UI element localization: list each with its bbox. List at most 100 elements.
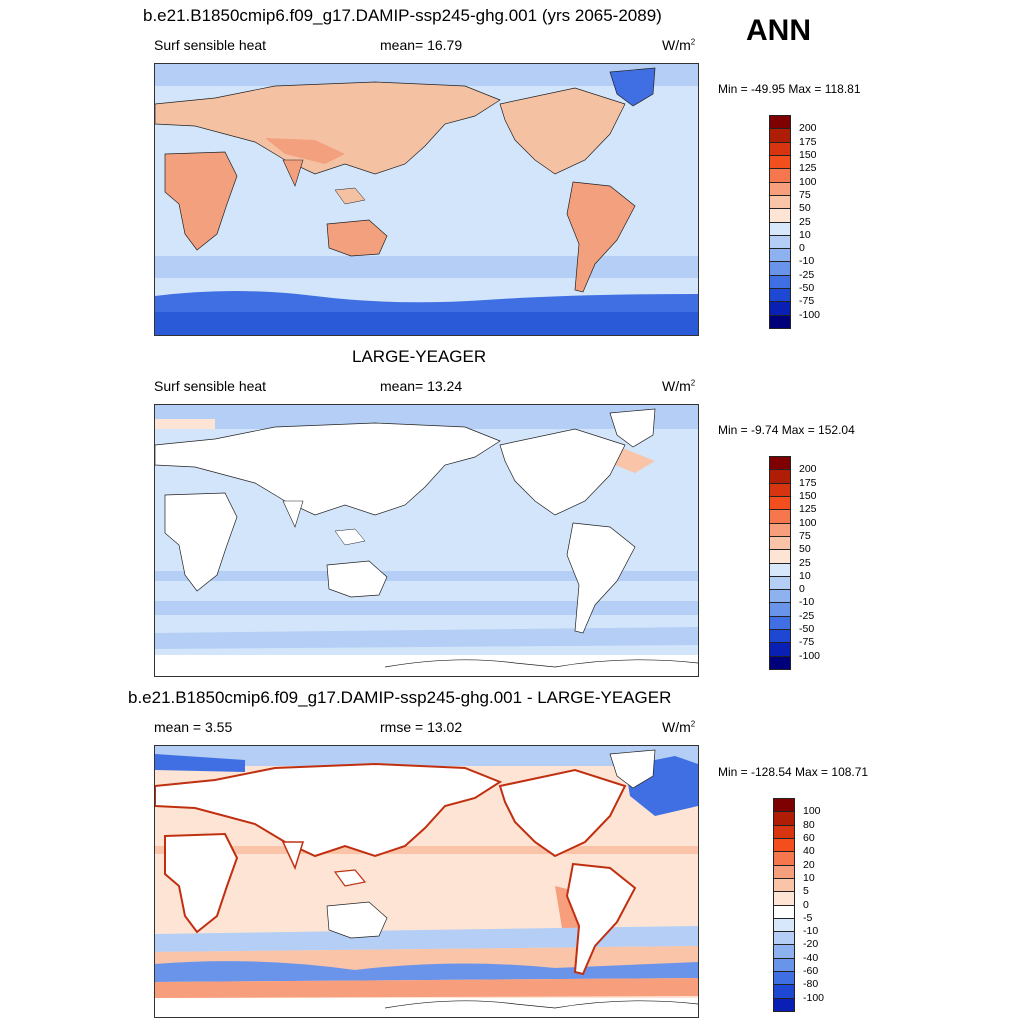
colorbar-swatch [773,811,795,826]
colorbar-tick-label: 60 [803,831,815,844]
colorbar-swatch [769,655,791,670]
colorbar-tick-label: -5 [803,911,813,924]
colorbar-swatch [769,589,791,604]
colorbar-swatch [773,837,795,853]
colorbar-tick-label: 150 [799,489,817,502]
colorbar-tick-label: -50 [799,623,815,636]
colorbar-swatch [769,208,791,223]
panel3-map [154,745,699,1018]
panel1-title: b.e21.B1850cmip6.f09_g17.DAMIP-ssp245-gh… [143,6,662,25]
colorbar-tick-label: -60 [803,965,819,978]
colorbar-tick-label: 0 [803,898,809,911]
colorbar-swatch [769,469,791,484]
colorbar-tick-label: -25 [799,268,815,281]
colorbar-tick-label: -100 [803,991,825,1004]
panel2-title: LARGE-YEAGER [352,347,487,366]
colorbar-tick-label: 100 [799,516,817,529]
colorbar-tick-label: 50 [799,543,811,556]
panel1-minmax: Min = -49.95 Max = 118.81 [718,82,861,96]
colorbar-tick-label: 10 [799,569,811,582]
colorbar-swatch [769,248,791,263]
colorbar-swatch [769,642,791,657]
colorbar-tick-label: -100 [799,649,821,662]
colorbar-swatch [769,522,791,537]
colorbar-swatch [769,314,791,329]
colorbar-swatch [769,234,791,250]
panel3-map-svg [155,746,698,1017]
colorbar-swatch [769,509,791,524]
panel1-units: W/m2 [662,37,696,53]
colorbar-tick-label: 40 [803,845,815,858]
colorbar-tick-label: 150 [799,148,817,161]
colorbar-swatch [769,141,791,156]
panel1-mean-label: mean= 16.79 [380,37,463,53]
colorbar-swatch [769,274,791,290]
colorbar-tick-label: -10 [799,596,815,609]
colorbar-swatch [769,128,791,143]
colorbar-tick-label: 75 [799,188,811,201]
colorbar-tick-label: 0 [799,242,805,255]
colorbar-swatch [773,931,795,946]
colorbar-tick-label: -25 [799,609,815,622]
colorbar-swatch [769,168,791,183]
colorbar-swatch [769,221,791,236]
colorbar-swatch [769,535,791,551]
colorbar-swatch [769,562,791,577]
panel3-minmax: Min = -128.54 Max = 108.71 [718,765,869,779]
colorbar-swatch [769,288,791,303]
colorbar-tick-label: 125 [799,162,817,175]
panel3-rmse-label: rmse = 13.02 [380,719,463,735]
colorbar-tick-label: 25 [799,556,811,569]
colorbar-tick-label: -20 [803,938,819,951]
colorbar-swatch [769,575,791,591]
colorbar-swatch [773,824,795,839]
colorbar-tick-label: 10 [799,228,811,241]
colorbar-swatch [769,495,791,511]
colorbar-swatch [769,181,791,196]
colorbar-swatch [769,261,791,276]
colorbar-swatch [769,456,791,471]
colorbar-tick-label: -75 [799,636,815,649]
panel1-colorbar: 200 175 150 125 100 75 50 25 10 0 -10 -25 -50 -75 -100 [769,115,849,329]
colorbar-tick-label: 25 [799,215,811,228]
colorbar-swatch [773,851,795,866]
colorbar-tick-label: 5 [803,885,809,898]
panel3-colorbar: 100 80 60 40 20 10 5 0 -5 -10 -20 -40 -60 -80 -100 [773,798,853,1012]
colorbar-tick-label: -10 [803,925,819,938]
panel3-mean-label: mean = 3.55 [154,719,233,735]
panel2-units: W/m2 [662,378,696,394]
colorbar-swatch [773,798,795,813]
colorbar-swatch [773,984,795,999]
colorbar-tick-label: 100 [799,175,817,188]
colorbar-tick-label: 20 [803,858,815,871]
colorbar-tick-label: 50 [799,202,811,215]
colorbar-swatch [769,301,791,316]
panel1-variable-label: Surf sensible heat [154,37,267,53]
panel2-variable-label: Surf sensible heat [154,378,267,394]
colorbar-tick-label: -40 [803,951,819,964]
panel2-mean-label: mean= 13.24 [380,378,463,394]
colorbar-swatch [769,615,791,631]
panel3-units: W/m2 [662,719,696,735]
colorbar-tick-label: 200 [799,463,817,476]
colorbar-swatch [769,629,791,644]
panel1-map-svg [155,64,698,335]
colorbar-swatch [769,154,791,170]
panel2-minmax: Min = -9.74 Max = 152.04 [718,423,855,437]
colorbar-swatch [773,864,795,879]
colorbar-tick-label: -10 [799,255,815,268]
panel2-map [154,404,699,677]
colorbar-swatch [769,602,791,617]
season-label: ANN [746,14,811,47]
colorbar-tick-label: 175 [799,476,817,489]
colorbar-swatch [769,115,791,130]
colorbar-tick-label: -50 [799,282,815,295]
colorbar-tick-label: 175 [799,135,817,148]
colorbar-tick-label: 200 [799,122,817,135]
colorbar-tick-label: 75 [799,529,811,542]
colorbar-tick-label: 10 [803,871,815,884]
panel2-map-svg [155,405,698,676]
colorbar-swatch [773,971,795,986]
colorbar-swatch [773,997,795,1012]
colorbar-swatch [773,904,795,919]
